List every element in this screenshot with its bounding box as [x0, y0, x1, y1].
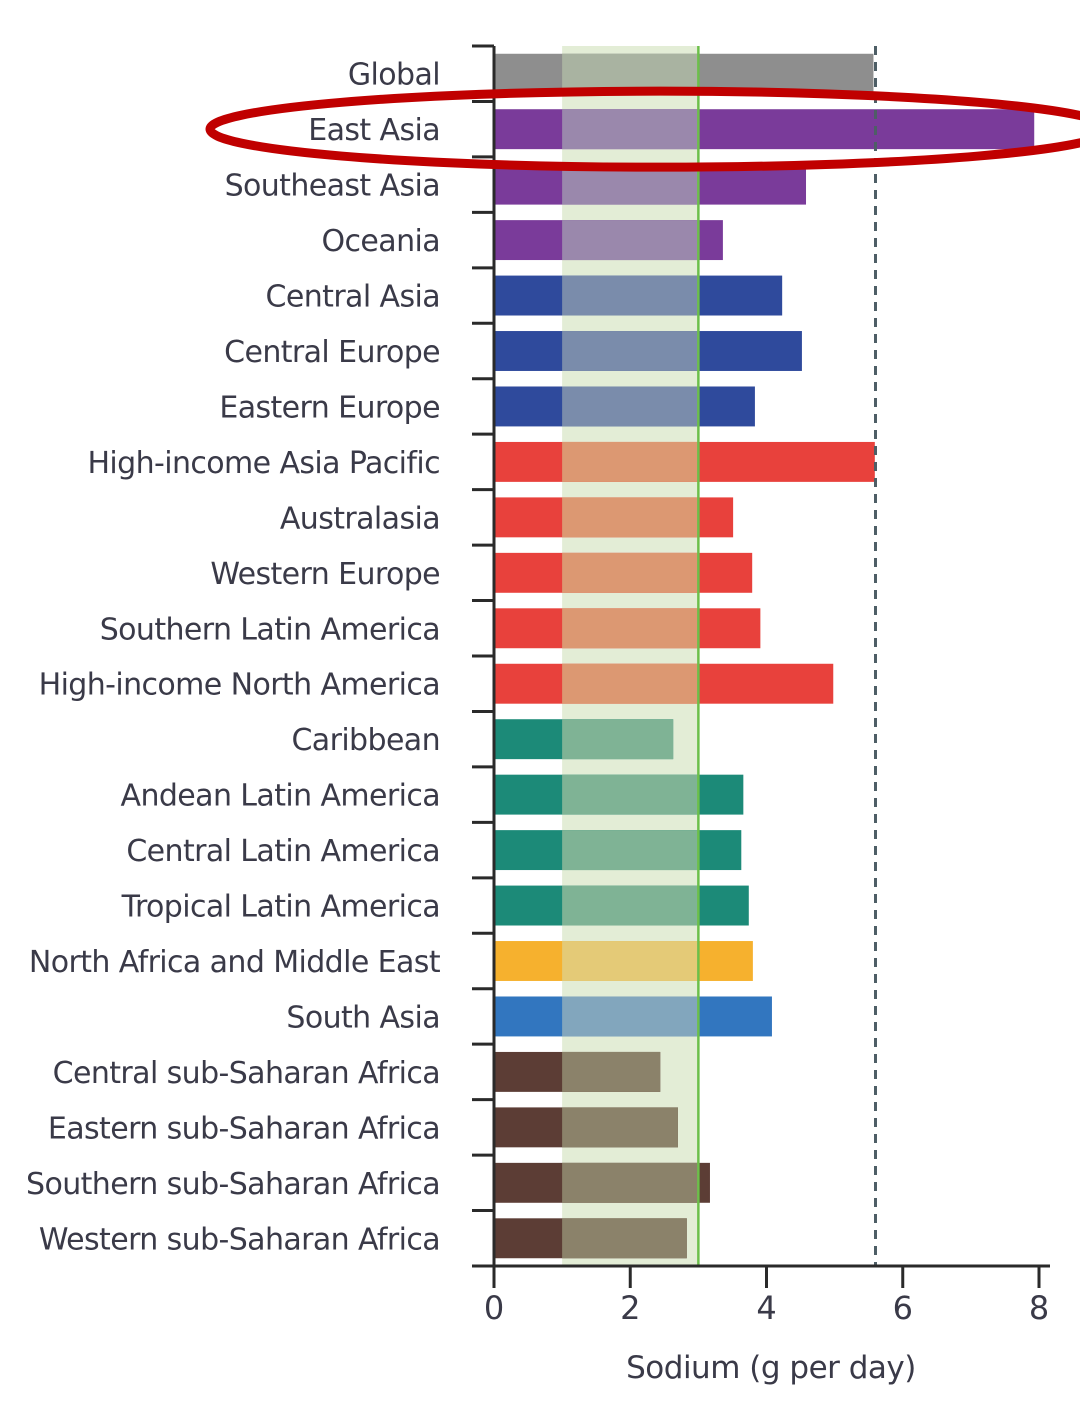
annotation-layer: [205, 86, 1080, 172]
category-label: South Asia: [286, 1000, 440, 1035]
bar-band-overlay: [562, 1218, 687, 1259]
bar-band-overlay: [562, 220, 699, 261]
bar-band-overlay: [562, 1162, 699, 1203]
category-label: Australasia: [280, 501, 440, 536]
x-tick-label: 2: [620, 1289, 640, 1327]
bars-layer: [494, 53, 1035, 1259]
x-tick-label: 8: [1029, 1289, 1049, 1327]
bar-band-overlay: [562, 608, 699, 649]
category-label: Central Asia: [266, 280, 440, 315]
x-tick-label: 6: [893, 1289, 913, 1327]
category-label: High-income North America: [39, 668, 440, 703]
category-labels-layer: Global East Asia Southeast Asia Oceania Cent…: [26, 58, 441, 1258]
category-label: Southeast Asia: [225, 169, 440, 204]
bar-band-overlay: [562, 774, 699, 815]
bar-band-overlay: [562, 331, 699, 371]
category-label: Western Europe: [210, 557, 440, 592]
bar-band-overlay: [562, 830, 699, 871]
category-label: Central Latin America: [126, 834, 440, 869]
bar-band-overlay: [562, 996, 699, 1037]
category-label: High-income Asia Pacific: [87, 446, 440, 481]
category-label: Eastern Europe: [219, 390, 440, 425]
bar-band-overlay: [562, 941, 699, 981]
bar-band-overlay: [562, 386, 699, 427]
bar-band-overlay: [562, 1107, 678, 1148]
bar-band-overlay: [562, 497, 699, 538]
x-tick-label: 4: [756, 1289, 776, 1327]
category-label: East Asia: [308, 113, 440, 148]
category-label: Western sub-Saharan Africa: [39, 1222, 440, 1257]
bar-band-overlay: [562, 275, 699, 316]
category-label: Oceania: [322, 224, 440, 259]
bar-band-overlay: [562, 109, 699, 150]
x-axis-title: Sodium (g per day): [626, 1350, 916, 1386]
bar-band-overlay: [562, 885, 699, 926]
category-label: Central Europe: [224, 335, 440, 370]
category-label: North Africa and Middle East: [29, 945, 441, 980]
bar-band-overlay: [562, 1051, 661, 1092]
category-label: Eastern sub-Saharan Africa: [48, 1111, 440, 1146]
bar-band-overlay: [562, 663, 699, 704]
category-label: Central sub-Saharan Africa: [53, 1056, 440, 1091]
category-label: Global: [348, 58, 440, 93]
highlight-ellipse: [205, 86, 1080, 172]
category-label: Andean Latin America: [121, 779, 440, 814]
bar-band-overlay: [562, 719, 674, 760]
category-label: Southern sub-Saharan Africa: [26, 1167, 440, 1202]
bar-band-overlay: [562, 552, 699, 593]
category-label: Tropical Latin America: [121, 890, 440, 925]
category-label: Southern Latin America: [100, 612, 440, 647]
axes-layer: 0 2 4 6 8: [472, 44, 1050, 1327]
x-tick-label: 0: [484, 1289, 504, 1327]
category-label: Caribbean: [291, 723, 440, 758]
reference-lines-layer: [697, 46, 877, 1266]
bar-band-overlay: [562, 441, 699, 482]
